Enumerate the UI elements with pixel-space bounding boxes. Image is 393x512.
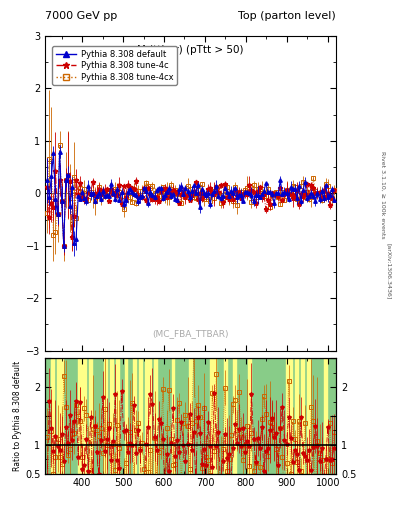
Text: [arXiv:1306.3436]: [arXiv:1306.3436]	[387, 243, 391, 300]
Text: Top (parton level): Top (parton level)	[238, 11, 336, 22]
Bar	[89, 358, 92, 474]
Bar	[51, 358, 54, 474]
Bar	[224, 358, 227, 474]
Bar	[81, 358, 83, 474]
Bar	[154, 358, 157, 474]
Bar	[301, 358, 304, 474]
Bar	[213, 358, 215, 474]
Bar	[116, 358, 119, 474]
Bar	[145, 358, 148, 474]
Bar	[104, 358, 107, 474]
Bar	[233, 358, 236, 474]
Text: 7000 GeV pp: 7000 GeV pp	[45, 11, 118, 22]
Bar	[77, 358, 81, 474]
Y-axis label: Ratio to Pythia 8.308 default: Ratio to Pythia 8.308 default	[13, 361, 22, 471]
Bar	[139, 358, 142, 474]
Bar	[286, 358, 289, 474]
Bar	[125, 358, 127, 474]
Bar	[148, 358, 151, 474]
Bar	[295, 358, 298, 474]
Bar	[60, 358, 63, 474]
Bar	[289, 358, 292, 474]
Bar	[57, 358, 60, 474]
Bar	[307, 358, 310, 474]
Bar	[83, 358, 86, 474]
Bar	[210, 358, 213, 474]
Text: M (ttbar) (pTtt > 50): M (ttbar) (pTtt > 50)	[138, 45, 244, 55]
Bar	[133, 358, 136, 474]
Bar	[171, 358, 174, 474]
Bar	[324, 358, 327, 474]
Legend: Pythia 8.308 default, Pythia 8.308 tune-4c, Pythia 8.308 tune-4cx: Pythia 8.308 default, Pythia 8.308 tune-…	[52, 46, 176, 85]
Bar	[110, 358, 113, 474]
Text: Rivet 3.1.10, ≥ 100k events: Rivet 3.1.10, ≥ 100k events	[381, 151, 386, 239]
Bar	[248, 358, 251, 474]
Bar	[189, 358, 192, 474]
Text: (MC_FBA_TTBAR): (MC_FBA_TTBAR)	[152, 329, 229, 338]
